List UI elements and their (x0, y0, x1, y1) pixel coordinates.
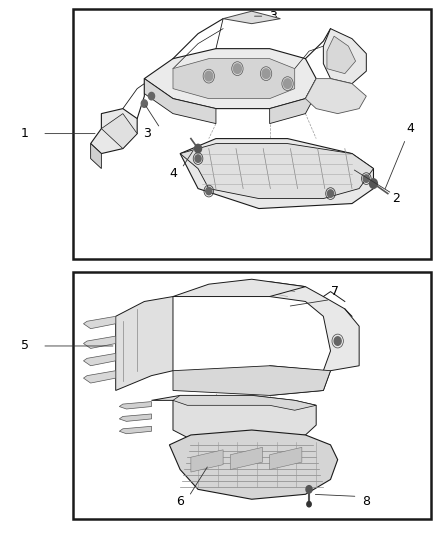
Polygon shape (84, 336, 116, 349)
Polygon shape (223, 11, 280, 23)
Polygon shape (173, 395, 316, 410)
Text: 8: 8 (362, 495, 370, 508)
Polygon shape (101, 114, 137, 149)
Polygon shape (152, 395, 316, 440)
Polygon shape (173, 279, 305, 296)
Text: 2: 2 (392, 192, 400, 205)
Circle shape (233, 64, 241, 74)
Circle shape (141, 100, 148, 107)
Circle shape (206, 187, 212, 195)
Polygon shape (180, 143, 374, 199)
Polygon shape (305, 79, 366, 114)
Bar (73, 272, 431, 519)
Polygon shape (170, 430, 338, 499)
Polygon shape (91, 109, 137, 154)
Polygon shape (145, 49, 316, 109)
Polygon shape (173, 59, 295, 99)
Polygon shape (91, 143, 101, 168)
Polygon shape (327, 36, 356, 74)
Text: 1: 1 (21, 127, 28, 140)
Polygon shape (173, 366, 331, 395)
Circle shape (306, 486, 312, 493)
Polygon shape (191, 450, 223, 472)
Polygon shape (145, 79, 216, 124)
Text: 3: 3 (143, 127, 151, 140)
Circle shape (328, 190, 334, 197)
Polygon shape (230, 447, 262, 470)
Circle shape (262, 69, 270, 78)
Circle shape (363, 175, 369, 182)
Polygon shape (84, 370, 116, 383)
Circle shape (148, 92, 155, 100)
Polygon shape (84, 316, 116, 329)
Circle shape (284, 79, 291, 88)
Polygon shape (323, 29, 366, 84)
Polygon shape (119, 401, 152, 409)
Circle shape (195, 155, 201, 163)
Polygon shape (270, 447, 302, 470)
Bar (73, 9, 431, 259)
Circle shape (194, 144, 201, 153)
Text: 3: 3 (269, 10, 277, 23)
Text: 4: 4 (169, 167, 177, 180)
Polygon shape (180, 139, 374, 208)
Text: 7: 7 (331, 285, 339, 298)
Circle shape (334, 337, 341, 345)
Text: 6: 6 (176, 495, 184, 508)
Polygon shape (116, 296, 173, 391)
Circle shape (307, 502, 311, 507)
Circle shape (205, 71, 213, 81)
Text: 4: 4 (406, 122, 414, 135)
Text: 5: 5 (21, 340, 29, 352)
Polygon shape (119, 414, 152, 422)
Circle shape (370, 179, 378, 188)
Polygon shape (270, 282, 359, 395)
Polygon shape (119, 426, 152, 434)
Polygon shape (84, 353, 116, 366)
Polygon shape (270, 79, 316, 124)
